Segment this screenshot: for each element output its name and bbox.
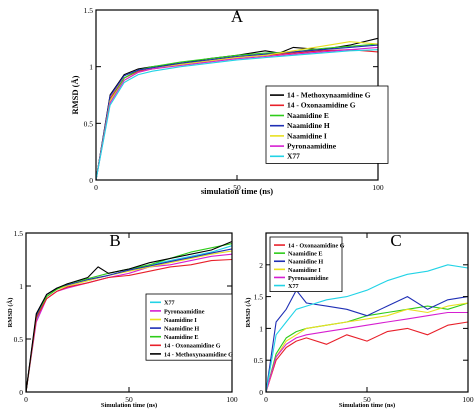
panel-c: 0 50 100 0 0.5 1 1.5 2 Simulation time (ns) RMSD …: [244, 231, 474, 409]
series-line-c-5: [265, 264, 469, 393]
x-tick-label-c-1: 50: [363, 395, 371, 404]
panel-label-b: B: [109, 231, 120, 250]
series-line-c-4: [265, 311, 468, 393]
panel-label-a: A: [231, 7, 244, 26]
legend-label-a-6: X77: [287, 152, 300, 161]
series-line-c-1: [265, 302, 469, 393]
x-tick-label-b-1: 50: [125, 395, 133, 404]
legend-label-b-3: Naamidine H: [164, 326, 199, 333]
y-tick-label-c-4: 2: [259, 261, 263, 270]
legend-label-b-4: Naamidine E: [164, 334, 199, 341]
legend-label-a-2: Naamidine E: [287, 111, 329, 120]
panel-a: 0 50 100 0 0.5 1 1.5 simulation time (ns) RMSD (…: [70, 6, 389, 196]
legend-label-c-1: Naamidine E: [288, 251, 323, 258]
legend-label-b-6: 14 - Methoxynaamidine G: [164, 351, 233, 358]
x-tick-label-a-0: 0: [94, 183, 98, 192]
legend-label-c-5: X77: [288, 283, 299, 290]
legend-label-a-5: Pyronaamidine: [287, 142, 337, 151]
series-line-a-6: [95, 49, 379, 181]
y-tick-label-a-2: 1: [89, 63, 93, 72]
series-line-c-0: [265, 321, 469, 393]
series-line-c-2: [265, 289, 469, 393]
x-tick-label-a-1: 50: [233, 183, 241, 192]
x-tick-label-c-0: 0: [264, 395, 268, 404]
x-axis-label-c: Simulation time (ns): [339, 402, 395, 409]
legend-label-b-5: 14 - Oxonaamidine G: [164, 343, 221, 350]
series-line-a-5: [95, 46, 379, 181]
legend-label-b-0: X77: [164, 300, 175, 307]
y-tick-label-b-0: 0: [19, 388, 23, 397]
series-line-c-3: [265, 302, 469, 393]
y-tick-label-c-2: 1: [259, 324, 263, 333]
legend-label-a-1: 14 - Oxonaamidine G: [287, 101, 356, 110]
legend-label-a-3: Naamidine H: [287, 121, 330, 130]
x-axis-label-b: Simulation time (ns): [101, 402, 157, 409]
x-tick-label-c-2: 100: [462, 395, 474, 404]
series-line-a-2: [95, 43, 379, 181]
legend-box-c: [269, 236, 343, 292]
series-line-a-3: [95, 44, 379, 181]
y-axis-label-c: RMSD (Å): [244, 298, 252, 328]
x-tick-label-b-2: 100: [226, 395, 238, 404]
y-tick-label-a-3: 1.5: [84, 6, 94, 15]
legend-label-b-2: Naamidine I: [164, 317, 197, 324]
legend-label-b-1: Pyronaamidine: [164, 308, 205, 315]
series-line-b-5: [25, 258, 233, 393]
legend-label-c-0: 14 - Oxonaamidine G: [288, 242, 345, 249]
panel-label-c: C: [390, 231, 401, 250]
legend-label-c-2: Naamidine H: [288, 259, 323, 266]
y-tick-label-c-1: 0.5: [254, 356, 264, 365]
y-tick-label-c-3: 1.5: [254, 293, 264, 302]
legend-box-a: [265, 85, 389, 164]
y-tick-label-b-2: 1: [19, 282, 23, 291]
x-tick-label-b-0: 0: [24, 395, 28, 404]
y-tick-label-b-3: 1.5: [14, 229, 24, 238]
y-tick-label-a-1: 0.5: [84, 119, 94, 128]
x-axis-label-a: simulation time (ns): [201, 186, 273, 196]
series-line-b-6: [25, 240, 233, 393]
y-tick-label-c-0: 0: [259, 388, 263, 397]
x-tick-label-a-2: 100: [372, 183, 384, 192]
legend-label-c-4: Pyronaamidine: [288, 275, 329, 282]
y-axis-label-a: RMSD (Å): [70, 75, 80, 114]
y-tick-label-a-0: 0: [89, 176, 93, 185]
legend-label-a-0: 14 - Methoxynaamidine G: [287, 91, 371, 100]
y-tick-label-b-1: 0.5: [14, 335, 24, 344]
y-axis-label-b: RMSD (Å): [6, 298, 14, 328]
legend-label-c-3: Naamidine I: [288, 267, 321, 274]
legend-label-a-4: Naamidine I: [287, 131, 327, 140]
legend-box-b: [145, 293, 233, 361]
panel-b: 0 50 100 0 0.5 1 1.5 Simulation time (ns) RMSD (…: [6, 229, 238, 409]
